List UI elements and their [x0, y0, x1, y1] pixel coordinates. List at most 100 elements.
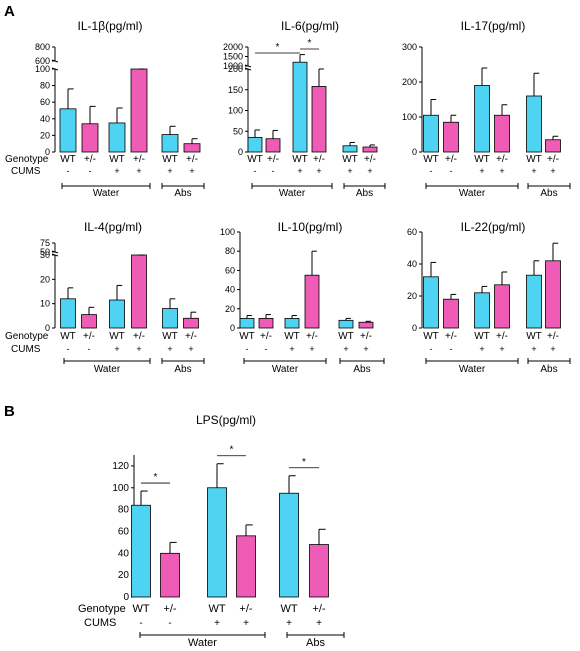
bar — [207, 487, 227, 598]
y-tick-label: 60 — [407, 227, 417, 237]
genotype-label: +/- — [496, 154, 508, 165]
genotype-label: WT — [239, 331, 255, 342]
genotype-label: +/- — [547, 154, 559, 165]
genotype-row-label: Genotype — [5, 331, 49, 342]
panel-label-a: A — [4, 3, 15, 20]
bar — [183, 143, 201, 153]
genotype-label: +/- — [260, 331, 272, 342]
bar — [236, 535, 256, 598]
bar — [108, 122, 126, 153]
bar — [265, 138, 281, 153]
genotype-label: +/- — [496, 331, 508, 342]
charts: IL-1β(pg/ml)020406080100600800GenotypeCU… — [5, 19, 571, 649]
genotype-label: WT — [292, 154, 308, 165]
group-label: Water — [459, 188, 486, 199]
genotype-label: +/- — [445, 331, 457, 342]
bar — [311, 86, 327, 153]
y-tick-label: 10 — [40, 299, 50, 309]
cums-label: - — [246, 344, 249, 354]
bar — [423, 114, 439, 153]
y-tick-label: 40 — [407, 259, 417, 269]
genotype-label: +/- — [84, 154, 96, 165]
genotype-label: WT — [474, 331, 490, 342]
significance-star: * — [308, 38, 312, 49]
cums-label: + — [136, 166, 141, 176]
cums-label: + — [214, 618, 220, 629]
bar — [304, 274, 320, 329]
bar — [526, 95, 542, 153]
genotype-label: WT — [247, 154, 263, 165]
group-label: Water — [459, 364, 486, 375]
genotype-label: WT — [109, 331, 125, 342]
bar — [81, 314, 97, 329]
chart-title: IL-17(pg/ml) — [461, 19, 526, 33]
cums-label: - — [450, 166, 453, 176]
y-tick-label: 50 — [40, 247, 50, 257]
cums-label: + — [499, 344, 504, 354]
group-label: Water — [188, 637, 217, 649]
genotype-label: WT — [342, 154, 358, 165]
cums-label: - — [89, 166, 92, 176]
y-tick-label: 0 — [412, 323, 417, 333]
y-tick-label: 80 — [118, 505, 130, 516]
cums-label: + — [114, 166, 119, 176]
bar — [358, 321, 374, 329]
y-tick-label: 0 — [45, 323, 50, 333]
y-tick-label: 75 — [40, 238, 50, 248]
cums-label: + — [479, 344, 484, 354]
bar — [338, 319, 354, 329]
cums-label: - — [430, 166, 433, 176]
bar — [162, 308, 178, 329]
panel-label-b: B — [4, 403, 15, 420]
bar — [545, 139, 561, 153]
bar — [59, 108, 77, 153]
bar — [130, 68, 148, 153]
bar — [423, 276, 439, 329]
cums-label: + — [309, 344, 314, 354]
y-tick-label: 200 — [228, 64, 243, 74]
significance-star: * — [154, 472, 158, 483]
genotype-label: WT — [208, 603, 225, 615]
cums-label: + — [289, 344, 294, 354]
cums-label: + — [343, 344, 348, 354]
cums-label: + — [499, 166, 504, 176]
y-tick-label: 20 — [40, 274, 50, 284]
y-tick-label: 150 — [228, 85, 243, 95]
genotype-label: WT — [526, 331, 542, 342]
genotype-label: +/- — [185, 331, 197, 342]
y-tick-label: 200 — [402, 77, 417, 87]
genotype-label: +/- — [267, 154, 279, 165]
cums-label: + — [550, 344, 555, 354]
bar — [526, 274, 542, 329]
cums-label: - — [139, 618, 142, 629]
cums-label: - — [430, 344, 433, 354]
y-tick-label: 800 — [35, 42, 50, 52]
cums-label: + — [531, 344, 536, 354]
cums-row-label: CUMS — [11, 166, 41, 177]
bar — [362, 146, 378, 153]
genotype-label: WT — [338, 331, 354, 342]
bar — [443, 298, 459, 329]
genotype-label: WT — [423, 154, 439, 165]
cums-label: + — [243, 618, 249, 629]
y-tick-label: 100 — [228, 106, 243, 116]
group-label: Abs — [353, 364, 370, 375]
cums-label: + — [167, 344, 172, 354]
group-label: Abs — [540, 188, 557, 199]
genotype-label: +/- — [133, 154, 145, 165]
y-tick-label: 60 — [118, 526, 130, 537]
bar — [342, 145, 358, 153]
genotype-label: WT — [162, 331, 178, 342]
chart-title: IL-1β(pg/ml) — [78, 19, 143, 33]
bar — [309, 544, 329, 598]
bar — [474, 292, 490, 329]
bar — [279, 492, 299, 598]
y-tick-label: 0 — [412, 147, 417, 157]
y-tick-label: 1000 — [223, 61, 243, 71]
group-label: Water — [93, 188, 120, 199]
group-label: Water — [94, 364, 121, 375]
genotype-label: WT — [162, 154, 178, 165]
cums-label: + — [347, 166, 352, 176]
group-label: Water — [279, 188, 306, 199]
